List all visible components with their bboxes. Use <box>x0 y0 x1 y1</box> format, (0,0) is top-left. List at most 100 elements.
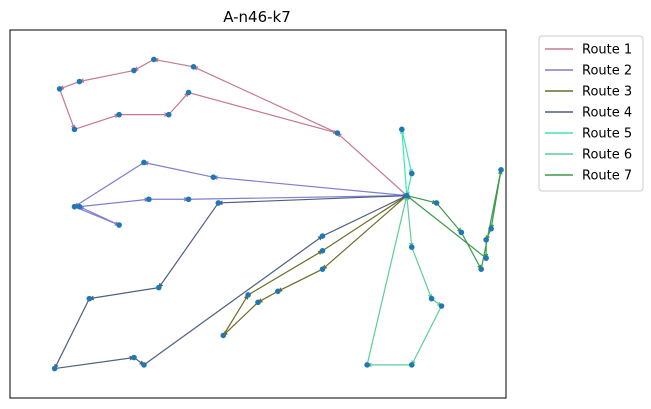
route-2-segment <box>143 161 214 178</box>
customer-point <box>275 288 281 295</box>
route-5-segment <box>401 129 414 174</box>
legend-box <box>538 35 644 192</box>
route-2-segment <box>79 197 150 208</box>
route-7-segment <box>406 195 487 259</box>
customer-point <box>255 299 261 306</box>
route-7-segment <box>406 195 438 205</box>
customer-point <box>319 233 326 239</box>
route-5-segment <box>405 173 413 197</box>
route-1-segment <box>133 58 155 72</box>
customer-point <box>319 266 326 273</box>
customer-point <box>116 111 122 118</box>
customer-point <box>458 229 465 236</box>
route-1-segment <box>59 80 80 90</box>
customer-point <box>76 203 83 210</box>
legend-label: Route 6 <box>582 148 632 163</box>
route-2 <box>74 161 408 226</box>
route-1-segment <box>336 132 408 197</box>
customer-point <box>438 303 445 309</box>
route-4 <box>54 195 408 370</box>
customer-point <box>210 174 217 180</box>
customer-point <box>71 126 78 133</box>
customer-point <box>408 362 415 368</box>
customer-point <box>141 362 147 368</box>
customer-point <box>483 255 489 261</box>
customer-point <box>190 64 197 70</box>
customer-point <box>76 78 83 85</box>
route-7-segment <box>460 232 482 270</box>
route-3-segment <box>247 250 323 296</box>
route-1-segment <box>153 57 194 68</box>
route-1-segment <box>59 88 76 130</box>
customer-point <box>215 200 222 206</box>
customer-point <box>408 170 415 177</box>
legend-label: Route 7 <box>582 169 632 184</box>
legend-label: Route 2 <box>582 64 632 79</box>
legend-label: Route 4 <box>582 106 632 121</box>
route-5 <box>399 128 414 197</box>
customer-point <box>131 354 137 361</box>
route-6-segment <box>411 305 443 366</box>
route-1-segment <box>168 92 190 116</box>
customer-point <box>116 222 122 228</box>
routes-layer <box>54 57 503 370</box>
route-1-segment <box>74 113 120 130</box>
route-3-segment <box>322 195 408 252</box>
customer-point <box>156 284 162 291</box>
route-3 <box>222 195 408 336</box>
customer-point <box>433 200 440 206</box>
route-6-segment <box>366 195 409 366</box>
customer-point <box>364 362 370 368</box>
customer-point <box>428 295 435 302</box>
legend-label: Route 1 <box>582 43 632 58</box>
customer-point <box>488 225 494 232</box>
customer-point <box>131 67 137 74</box>
route-1-segment <box>78 69 135 84</box>
depot-point <box>404 192 410 199</box>
customer-point <box>478 266 485 273</box>
customer-point <box>408 244 415 250</box>
customer-point <box>165 111 172 118</box>
route-2-segment <box>188 193 408 200</box>
customer-point <box>319 248 326 254</box>
route-6 <box>366 195 443 368</box>
route-4-segment <box>54 298 90 369</box>
route-3-segment <box>322 195 408 270</box>
customer-point <box>86 295 93 302</box>
customer-point <box>498 167 504 173</box>
customer-point <box>71 203 78 210</box>
route-5-segment <box>399 128 408 196</box>
nodes-layer <box>51 56 504 372</box>
route-4-segment <box>322 195 408 237</box>
route-2-segment <box>79 206 120 226</box>
route-3-segment <box>277 268 323 292</box>
route-6-segment <box>406 195 414 248</box>
customer-point <box>141 159 147 166</box>
customer-point <box>483 236 489 243</box>
customer-point <box>185 89 192 96</box>
legend: Route 1 Route 2 Route 3 Route 4 Route 5 Route… <box>538 35 644 192</box>
customer-point <box>334 130 341 136</box>
chart-title: A-n46-k7 <box>223 8 291 26</box>
route-6-segment <box>411 246 433 300</box>
route-7-segment <box>436 202 462 233</box>
route-7 <box>406 169 503 270</box>
customer-point <box>151 56 157 63</box>
customer-point <box>56 86 63 92</box>
customer-point <box>245 292 251 298</box>
route-3-segment <box>222 301 259 336</box>
route-2-segment <box>212 175 407 197</box>
legend-label: Route 3 <box>582 85 632 100</box>
route-3-segment <box>257 290 279 303</box>
customer-point <box>146 196 152 203</box>
route-1-segment <box>193 66 338 134</box>
route-2-segment <box>74 161 145 208</box>
route-4-segment <box>158 202 219 288</box>
route-1-segment <box>188 91 338 135</box>
route-3-segment <box>222 294 249 336</box>
customer-point <box>185 196 192 203</box>
legend-label: Route 5 <box>582 127 632 142</box>
route-4-segment <box>54 355 135 370</box>
plot-area <box>9 29 507 399</box>
